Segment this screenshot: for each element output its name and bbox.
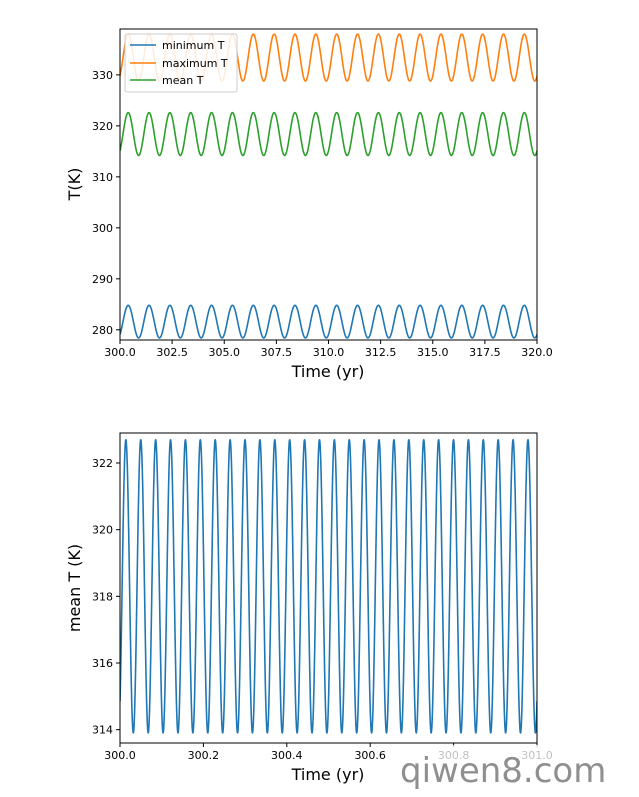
y-tick-label: 290 [92, 273, 113, 286]
y-tick-label: 310 [92, 171, 113, 184]
top-legend: minimum T maximum T mean T [124, 33, 238, 93]
x-tick-label: 315.0 [417, 346, 449, 359]
series-line-mean-T [120, 111, 537, 157]
top-x-axis-label: Time (yr) [291, 362, 365, 381]
x-tick-label: 305.0 [209, 346, 241, 359]
legend-label-mean: mean T [162, 74, 204, 87]
y-tick-label: 318 [92, 590, 113, 603]
bottom-y-ticks: 314 316 318 320 322 [92, 457, 120, 737]
watermark-text: qiwen8.com [400, 751, 606, 791]
x-tick-label: 320.0 [521, 346, 553, 359]
x-tick-label: 302.5 [156, 346, 188, 359]
x-tick-label: 310.0 [313, 346, 345, 359]
legend-label-max: maximum T [162, 57, 228, 70]
y-tick-label: 316 [92, 657, 113, 670]
x-tick-label: 300.6 [354, 749, 386, 762]
top-y-ticks: 280 290 300 310 320 330 [92, 69, 120, 337]
y-tick-label: 330 [92, 69, 113, 82]
x-tick-label: 312.5 [365, 346, 397, 359]
y-tick-label: 280 [92, 324, 113, 337]
watermark: qiwen8.com [388, 745, 639, 797]
top-x-ticks: 300.0 302.5 305.0 307.5 310.0 312.5 315.0 317.5… [104, 340, 553, 359]
legend-label-min: minimum T [162, 39, 225, 52]
legend-box [124, 33, 238, 93]
y-tick-label: 314 [92, 724, 113, 737]
y-tick-label: 322 [92, 457, 113, 470]
series-line-minimum-T [120, 304, 537, 339]
y-tick-label: 320 [92, 120, 113, 133]
bottom-plot-frame [119, 432, 538, 744]
x-tick-label: 300.0 [104, 346, 136, 359]
x-tick-label: 317.5 [469, 346, 501, 359]
watermark-backdrop [388, 745, 639, 797]
bottom-series-lines [120, 439, 537, 734]
top-y-axis-label: T(K) [65, 168, 84, 202]
bottom-x-axis-label: Time (yr) [291, 765, 365, 784]
x-tick-label: 300.0 [104, 749, 136, 762]
x-tick-label: 300.2 [188, 749, 220, 762]
series-line-0 [120, 439, 537, 734]
y-tick-label: 300 [92, 222, 113, 235]
x-tick-label: 307.5 [261, 346, 293, 359]
bottom-y-axis-label: mean T (K) [65, 544, 84, 632]
top-chart: 300.0 302.5 305.0 307.5 310.0 312.5 315.0 317.5… [65, 28, 553, 381]
x-tick-label: 300.4 [271, 749, 303, 762]
y-tick-label: 320 [92, 524, 113, 537]
